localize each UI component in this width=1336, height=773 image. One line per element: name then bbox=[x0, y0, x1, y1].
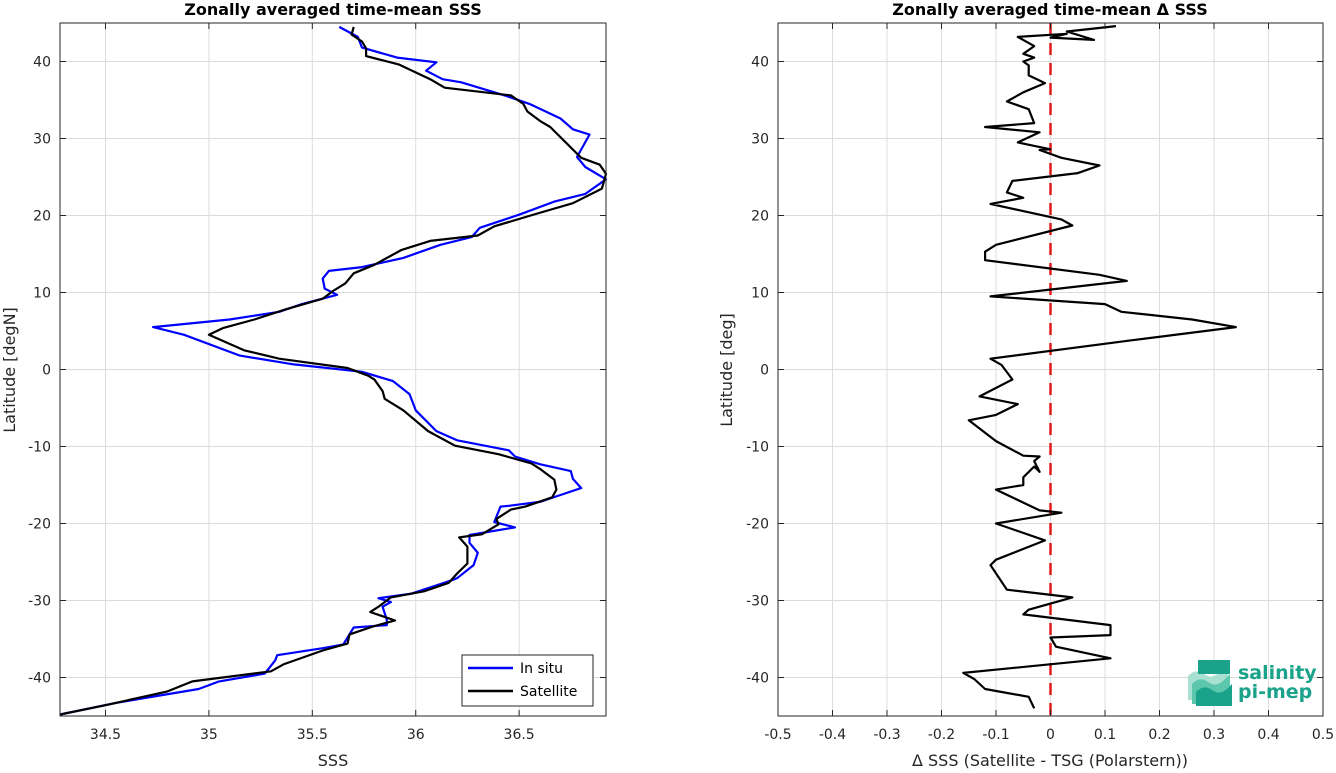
left-x-tick-label: 35.5 bbox=[297, 727, 328, 743]
left-chart-title: Zonally averaged time-mean SSS bbox=[184, 0, 482, 19]
logo-line1: salinity bbox=[1238, 662, 1317, 684]
right-x-tick-label: 0.3 bbox=[1203, 727, 1225, 743]
left-y-axis-label: Latitude [degN] bbox=[0, 307, 19, 433]
right-y-tick-label: -30 bbox=[746, 594, 769, 610]
left-y-tick-label: 10 bbox=[33, 286, 51, 302]
left-y-tick-label: 30 bbox=[33, 132, 51, 148]
right-panel: -0.5 -0.4 -0.3 -0.2 -0.1 0 0.1 0.2 0.3 0.4 0.5 -40 -… bbox=[717, 0, 1334, 770]
right-y-tick-label: 30 bbox=[751, 132, 769, 148]
right-x-tick-label: -0.4 bbox=[819, 727, 846, 743]
left-ticks: 34.5 35 35.5 36 36.5 -40 -30 -20 -10 0 10 20 30 40 bbox=[28, 23, 606, 743]
left-x-axis-label: SSS bbox=[318, 751, 348, 769]
right-x-tick-label: 0.1 bbox=[1094, 727, 1116, 743]
right-y-tick-label: 0 bbox=[760, 363, 769, 379]
left-y-tick-label: -40 bbox=[28, 671, 51, 687]
left-y-tick-label: 0 bbox=[42, 363, 51, 379]
left-x-tick-label: 36.5 bbox=[504, 727, 535, 743]
left-panel: 34.5 35 35.5 36 36.5 -40 -30 -20 -10 0 10 20 30 40 Zo… bbox=[0, 0, 608, 770]
right-x-tick-label: -0.3 bbox=[873, 727, 900, 743]
right-x-tick-label: 0.2 bbox=[1148, 727, 1170, 743]
right-x-tick-label: 0.4 bbox=[1257, 727, 1279, 743]
right-chart-title: Zonally averaged time-mean Δ SSS bbox=[892, 0, 1208, 19]
right-y-tick-label: 10 bbox=[751, 286, 769, 302]
left-y-tick-label: -20 bbox=[28, 517, 51, 533]
right-y-tick-label: -10 bbox=[746, 440, 769, 456]
right-x-tick-label: -0.1 bbox=[982, 727, 1009, 743]
left-series-lines bbox=[59, 25, 608, 716]
right-x-tick-label: -0.5 bbox=[764, 727, 791, 743]
right-x-tick-label: 0 bbox=[1046, 727, 1055, 743]
legend-insitu-label: In situ bbox=[520, 661, 563, 677]
right-ticks: -0.5 -0.4 -0.3 -0.2 -0.1 0 0.1 0.2 0.3 0.4 0.5 -40 -… bbox=[746, 23, 1334, 743]
left-grid bbox=[60, 23, 606, 716]
left-x-tick-label: 35 bbox=[200, 727, 218, 743]
logo-line2: pi-mep bbox=[1238, 681, 1312, 703]
legend-box bbox=[461, 654, 594, 707]
right-y-tick-label: 20 bbox=[751, 209, 769, 225]
left-series-line-in-situ bbox=[59, 25, 608, 716]
right-x-axis-label: Δ SSS (Satellite - TSG (Polarstern)) bbox=[912, 751, 1188, 769]
left-y-tick-label: -10 bbox=[28, 440, 51, 456]
left-x-tick-label: 36 bbox=[407, 727, 425, 743]
left-y-tick-label: -30 bbox=[28, 594, 51, 610]
legend-satellite-label: Satellite bbox=[520, 684, 577, 700]
right-y-tick-label: -20 bbox=[746, 517, 769, 533]
left-x-tick-label: 34.5 bbox=[90, 727, 121, 743]
logo-waves-icon bbox=[1188, 660, 1232, 706]
right-y-tick-label: 40 bbox=[751, 55, 769, 71]
left-series-line-satellite bbox=[59, 26, 608, 716]
left-y-tick-label: 40 bbox=[33, 55, 51, 71]
right-y-tick-label: -40 bbox=[746, 671, 769, 687]
left-y-tick-label: 20 bbox=[33, 209, 51, 225]
right-series-lines bbox=[962, 23, 1237, 716]
legend: In situ Satellite bbox=[461, 654, 594, 707]
right-series-line-delta-sss bbox=[962, 25, 1237, 709]
right-y-axis-label: Latitude [deg] bbox=[717, 313, 736, 427]
right-x-tick-label: -0.2 bbox=[928, 727, 955, 743]
right-x-tick-label: 0.5 bbox=[1312, 727, 1334, 743]
salinity-pi-mep-logo: salinity pi-mep bbox=[1188, 660, 1317, 706]
